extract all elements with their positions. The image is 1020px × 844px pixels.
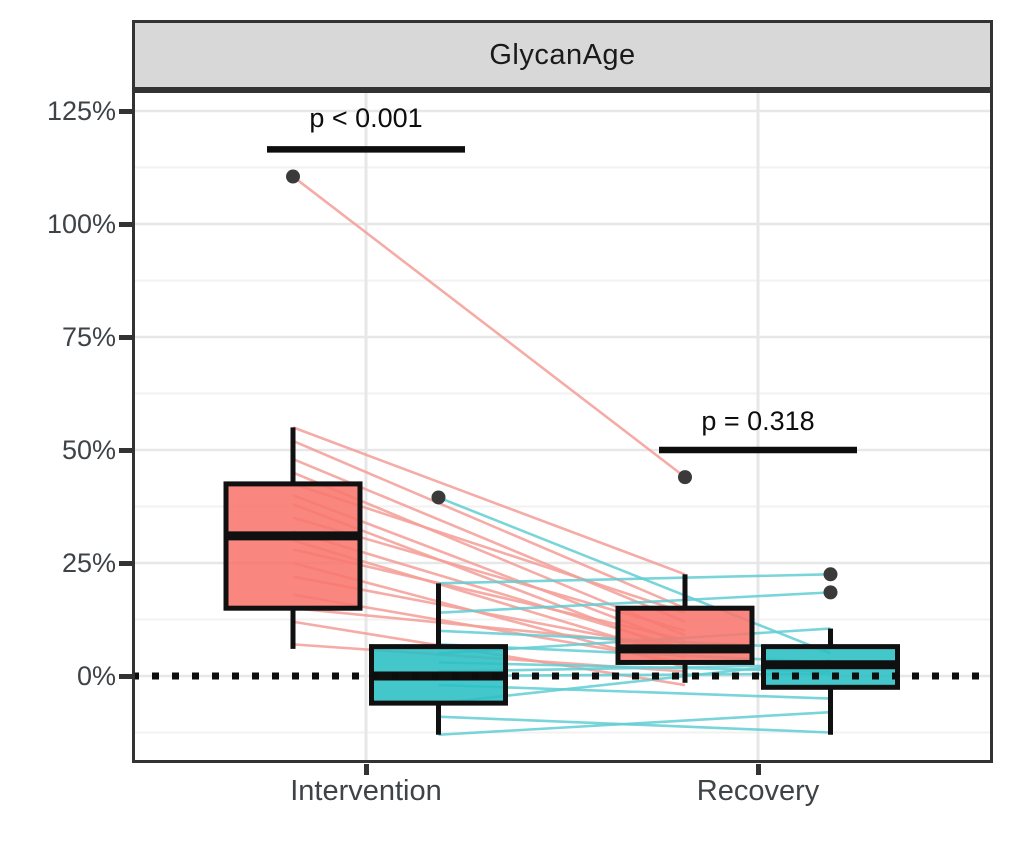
- y-tick-label-75: 75%: [61, 322, 116, 352]
- y-tick-mark: [119, 448, 133, 453]
- plot-panel: p < 0.001 p = 0.318: [132, 90, 993, 763]
- y-tick-label-125: 125%: [46, 96, 116, 126]
- plot-svg: [132, 90, 993, 763]
- pvalue-label-intervention: p < 0.001: [309, 102, 423, 133]
- pvalue-label-recovery: p = 0.318: [701, 405, 815, 436]
- y-tick-mark: [119, 561, 133, 566]
- facet-title: GlycanAge: [489, 38, 636, 71]
- y-tick-label-0: 0%: [76, 661, 116, 691]
- x-tick-mark-intervention: [364, 764, 369, 775]
- y-tick-label-25: 25%: [61, 548, 116, 578]
- y-tick-mark: [119, 335, 133, 340]
- x-tick-label-recovery: Recovery: [696, 775, 820, 807]
- x-tick-label-intervention: Intervention: [290, 775, 442, 807]
- y-tick-mark: [119, 674, 133, 679]
- x-tick-mark-recovery: [756, 764, 761, 775]
- facet-strip: GlycanAge: [132, 20, 993, 90]
- y-tick-mark: [119, 222, 133, 227]
- y-tick-mark: [119, 109, 133, 114]
- y-tick-label-100: 100%: [46, 209, 116, 239]
- y-tick-label-50: 50%: [61, 435, 116, 465]
